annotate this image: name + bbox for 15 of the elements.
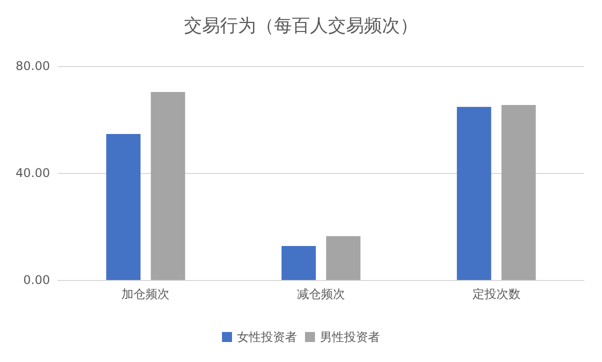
x-tick-label: 加仓频次	[122, 287, 170, 301]
y-tick-label: 80.00	[16, 59, 50, 73]
x-tick-label: 定投次数	[472, 287, 520, 301]
bar	[501, 105, 536, 280]
bar	[282, 246, 316, 280]
bar	[106, 134, 141, 280]
bar	[456, 106, 492, 280]
legend-label: 女性投资者	[237, 330, 297, 344]
x-tick-label: 减仓频次	[297, 287, 345, 301]
legend-label: 男性投资者	[320, 330, 380, 344]
bar	[326, 236, 360, 280]
bar	[150, 92, 186, 280]
y-tick-label: 0.00	[23, 273, 50, 287]
y-tick-label: 40.00	[16, 166, 50, 180]
chart-title: 交易行为（每百人交易频次）	[184, 16, 418, 36]
